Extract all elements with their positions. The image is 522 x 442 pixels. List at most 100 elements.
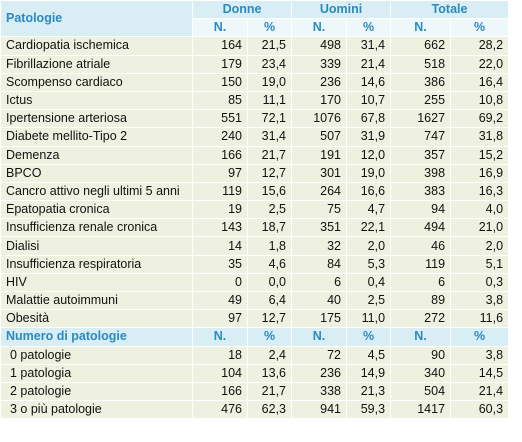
cell: 175 [291,309,348,329]
cell: 31,4 [346,36,392,56]
cell: 5,3 [346,254,392,274]
row-label: Demenza [0,145,193,165]
column-header: N. [291,18,348,38]
cell: 10,8 [450,90,510,111]
cell: 62,3 [246,400,293,420]
table-row: 0 patologie 18 2,4 72 4,5 90 3,8 [0,345,510,365]
table-row: Epatopatia cronica 19 2,5 75 4,7 94 4,0 [0,200,510,220]
cell: 89 [390,290,452,311]
cell: 49 [192,290,248,311]
cell: 1,8 [246,236,293,256]
row-label: 1 patologia [0,363,193,383]
cell: 94 [390,200,452,220]
cell: 85 [192,90,248,111]
cell: 18 [192,345,248,365]
table-row: Ictus 85 11,1 170 10,7 255 10,8 [0,90,510,111]
table: Patologie Donne Uomini Totale N.% N.% N.% … [0,0,510,420]
cell: 166 [192,145,248,165]
cell: 518 [390,54,452,74]
cell: 21,5 [246,36,293,56]
table-row: Demenza 166 21,7 191 12,0 357 15,2 [0,145,510,165]
cell: 31,4 [246,127,293,147]
table-row: Cancro attivo negli ultimi 5 anni 119 15,6… [0,181,510,202]
table-row: 2 patologie 166 21,7 338 21,3 504 21,4 [0,381,510,402]
cell: 498 [291,36,348,56]
cell: 14,5 [450,363,510,383]
column-header: % [246,327,293,347]
cell: 12,7 [246,163,293,183]
row-label: Insufficienza respiratoria [0,254,193,274]
row-label: Insufficienza renale cronica [0,218,193,238]
column-header: % [246,18,293,38]
cell: 4,0 [450,200,510,220]
table-row: 3 o più patologie 476 62,3 941 59,3 1417 60,3 [0,400,510,420]
cell: 2,5 [346,290,392,311]
table-row: Insufficienza respiratoria 35 4,6 84 5,3 119 5… [0,254,510,274]
table-row: Dialisi 14 1,8 32 2,0 46 2,0 [0,236,510,256]
cell: 59,3 [346,400,392,420]
cell: 22,0 [450,54,510,74]
cell: 236 [291,363,348,383]
cell: 338 [291,381,348,402]
table-row: BPCO 97 12,7 301 19,0 398 16,9 [0,163,510,183]
header-row: Patologie Donne Uomini Totale [0,0,510,38]
group-header: Donne [191,0,293,20]
cell: 0,4 [346,272,392,293]
cell: 170 [291,90,348,111]
table-row: Diabete mellito-Tipo 2 240 31,4 507 31,9 747 3… [0,127,510,147]
cell: 1417 [390,400,452,420]
cell: 4,7 [346,200,392,220]
cell: 150 [192,72,248,92]
cell: 11,6 [450,309,510,329]
row-label: Cardiopatia ischemica [0,36,193,56]
cell: 31,8 [450,127,510,147]
column-header: % [346,18,392,38]
cell: 21,7 [246,145,293,165]
cell: 21,4 [450,381,510,402]
cell: 14,9 [346,363,392,383]
cell: 551 [192,109,248,129]
row-label: Malattie autoimmuni [0,290,193,311]
cell: 2,5 [246,200,293,220]
cell: 179 [192,54,248,74]
cell: 301 [291,163,348,183]
column-header: N. [291,327,348,347]
cell: 15,2 [450,145,510,165]
cell: 4,6 [246,254,293,274]
cell: 747 [390,127,452,147]
cell: 143 [192,218,248,238]
cell: 386 [390,72,452,92]
row-label: Epatopatia cronica [0,200,193,220]
cell: 21,4 [346,54,392,74]
row-label: 2 patologie [0,381,193,402]
row-label: Diabete mellito-Tipo 2 [0,127,193,147]
table-row: Ipertensione arteriosa 551 72,1 1076 67,8 162… [0,109,510,129]
cell: 15,6 [246,181,293,202]
cell: 119 [390,254,452,274]
cell: 46 [390,236,452,256]
cell: 16,3 [450,181,510,202]
cell: 31,9 [346,127,392,147]
cell: 19,0 [246,72,293,92]
row-label: HIV [0,272,193,293]
cell: 0 [192,272,248,293]
table-row: Obesità 97 12,7 175 11,0 272 11,6 [0,309,510,329]
row-label: Scompenso cardiaco [0,72,193,92]
row-label: Obesità [0,309,193,329]
cell: 35 [192,254,248,274]
cell: 11,0 [346,309,392,329]
cell: 13,6 [246,363,293,383]
table-row: HIV 0 0,0 6 0,4 6 0,3 [0,272,510,293]
cell: 662 [390,36,452,56]
cell: 18,7 [246,218,293,238]
cell: 6 [390,272,452,293]
cell: 19,0 [346,163,392,183]
cell: 21,0 [450,218,510,238]
cell: 507 [291,127,348,147]
cell: 69,2 [450,109,510,129]
cell: 398 [390,163,452,183]
cell: 1076 [291,109,348,129]
cell: 28,2 [450,36,510,56]
